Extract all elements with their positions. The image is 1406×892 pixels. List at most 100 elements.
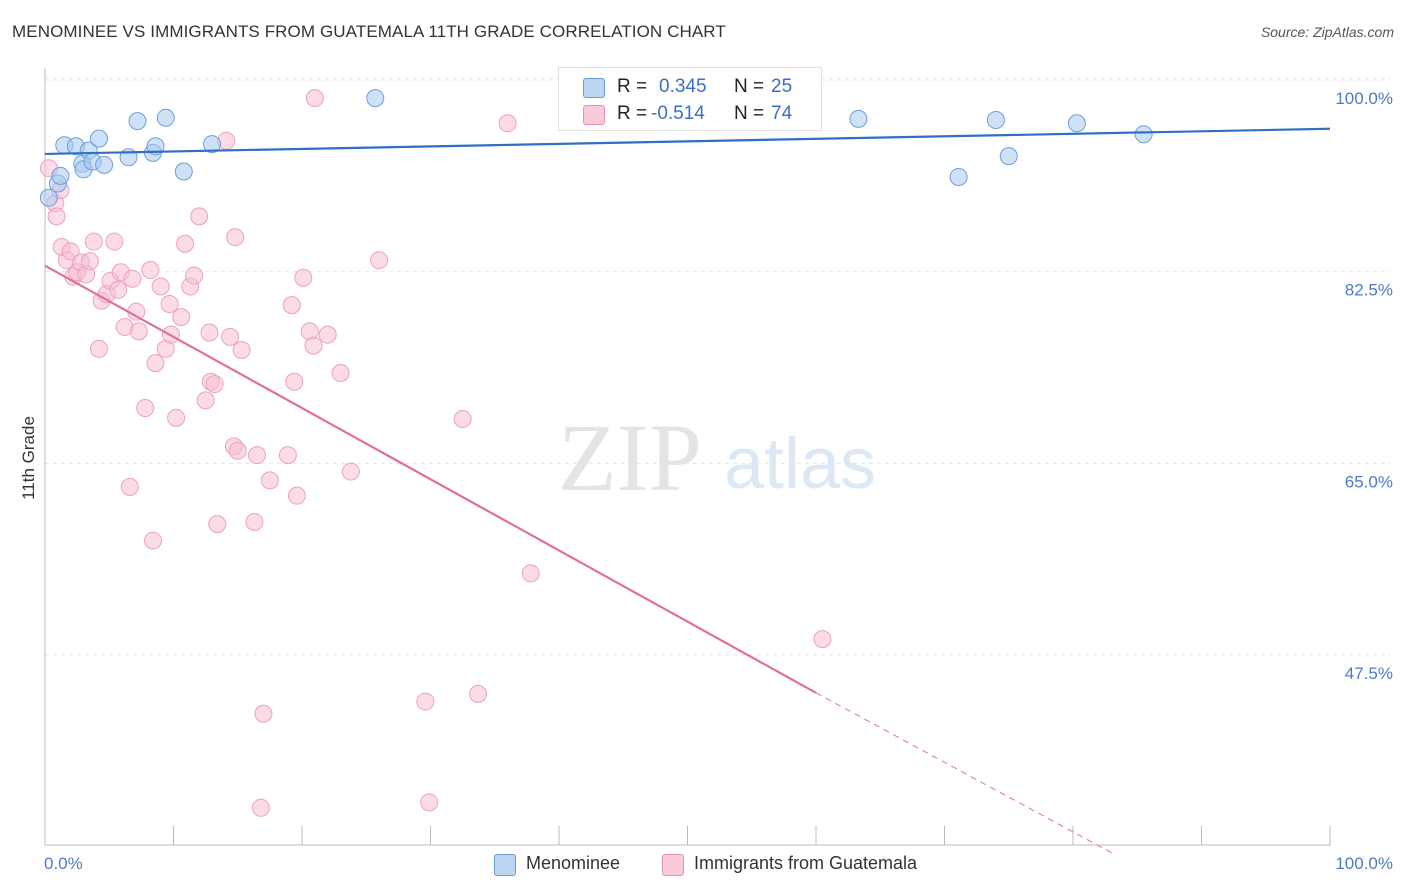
data-point-guatemala bbox=[251, 798, 270, 817]
data-point-guatemala bbox=[47, 207, 66, 226]
data-point-menominee bbox=[1067, 114, 1086, 133]
data-point-guatemala bbox=[200, 323, 219, 342]
data-point-guatemala bbox=[260, 471, 279, 490]
data-point-guatemala bbox=[123, 269, 142, 288]
data-point-guatemala bbox=[254, 704, 273, 723]
x-tick-label: 100.0% bbox=[1335, 854, 1393, 873]
legend-r-value: 0.345 bbox=[659, 76, 707, 97]
y-axis-label: 11th Grade bbox=[19, 416, 38, 500]
legend-r-label: R = bbox=[617, 103, 648, 124]
bottom-legend-label: Menominee bbox=[526, 853, 621, 873]
trend-line-guatemala bbox=[44, 264, 817, 694]
bottom-legend-swatch-blue bbox=[494, 854, 516, 876]
data-point-guatemala bbox=[146, 354, 165, 373]
x-tick-labels: 0.0% 100.0% bbox=[44, 854, 1393, 873]
source-label: Source: ZipAtlas.com bbox=[1260, 24, 1394, 40]
data-point-guatemala bbox=[151, 277, 170, 296]
x-tick-label: 0.0% bbox=[44, 854, 83, 873]
data-point-guatemala bbox=[232, 341, 251, 359]
data-point-guatemala bbox=[420, 793, 439, 812]
data-point-guatemala bbox=[287, 486, 306, 505]
legend-n-label: N = bbox=[734, 76, 765, 97]
bottom-legend-swatch-pink bbox=[662, 854, 684, 876]
data-point-guatemala bbox=[498, 114, 517, 133]
data-point-guatemala bbox=[453, 410, 472, 428]
data-point-menominee bbox=[156, 108, 175, 127]
data-point-guatemala bbox=[285, 372, 304, 391]
data-point-guatemala bbox=[208, 515, 227, 534]
legend-row-menominee: R = 0.345 N = 25 bbox=[559, 74, 821, 100]
legend-n-value: 74 bbox=[771, 103, 793, 124]
data-point-guatemala bbox=[196, 391, 215, 410]
data-point-menominee bbox=[89, 129, 108, 148]
data-point-menominee bbox=[51, 166, 70, 185]
watermark-atlas: atlas bbox=[724, 424, 876, 504]
data-point-guatemala bbox=[294, 268, 313, 287]
data-point-guatemala bbox=[143, 531, 162, 550]
trend-line-guatemala-extension bbox=[815, 692, 1112, 854]
y-tick-label: 82.5% bbox=[1345, 281, 1393, 300]
data-point-guatemala bbox=[370, 251, 389, 270]
data-point-guatemala bbox=[304, 336, 323, 355]
data-point-guatemala bbox=[469, 684, 488, 703]
legend-n-label: N = bbox=[734, 103, 765, 124]
data-point-guatemala bbox=[318, 325, 337, 344]
y-tick-label: 47.5% bbox=[1345, 664, 1393, 683]
bottom-legend-label: Immigrants from Guatemala bbox=[694, 853, 918, 873]
y-tick-label: 100.0% bbox=[1335, 89, 1393, 108]
data-point-guatemala bbox=[341, 462, 360, 481]
data-point-menominee bbox=[146, 137, 165, 156]
data-point-guatemala bbox=[221, 327, 240, 346]
data-point-guatemala bbox=[278, 446, 297, 465]
y-tick-label: 65.0% bbox=[1345, 472, 1393, 491]
data-point-guatemala bbox=[136, 399, 155, 418]
data-point-guatemala bbox=[331, 364, 350, 382]
data-point-guatemala bbox=[813, 630, 832, 649]
data-point-guatemala bbox=[141, 261, 160, 280]
data-point-menominee bbox=[366, 89, 385, 108]
data-point-guatemala bbox=[89, 339, 108, 358]
data-point-menominee bbox=[174, 162, 193, 181]
stats-legend: R = 0.345 N = 25 R = -0.514 N = 74 bbox=[558, 67, 822, 131]
data-point-guatemala bbox=[105, 232, 124, 251]
legend-r-value: -0.514 bbox=[651, 103, 705, 124]
trend-line-menominee bbox=[44, 127, 1331, 156]
data-point-guatemala bbox=[109, 280, 128, 299]
data-point-guatemala bbox=[84, 232, 103, 251]
legend-row-guatemala: R = -0.514 N = 74 bbox=[559, 101, 821, 127]
data-point-guatemala bbox=[176, 234, 195, 253]
data-point-guatemala bbox=[190, 207, 209, 226]
data-point-guatemala bbox=[228, 441, 247, 460]
legend-r-label: R = bbox=[617, 76, 648, 97]
legend-swatch-blue bbox=[583, 78, 605, 98]
data-point-menominee bbox=[39, 188, 58, 207]
data-point-guatemala bbox=[172, 308, 191, 327]
data-point-guatemala bbox=[226, 228, 245, 247]
data-point-guatemala bbox=[120, 477, 139, 496]
data-point-guatemala bbox=[305, 89, 324, 108]
data-point-guatemala bbox=[248, 446, 267, 465]
chart-title: MENOMINEE VS IMMIGRANTS FROM GUATEMALA 1… bbox=[12, 22, 726, 41]
series-guatemala-points bbox=[39, 89, 832, 817]
legend-swatch-pink bbox=[583, 105, 605, 125]
data-point-guatemala bbox=[245, 512, 264, 531]
legend-n-value: 25 bbox=[771, 76, 793, 97]
grid-lines bbox=[45, 77, 1390, 656]
data-point-menominee bbox=[986, 111, 1005, 129]
data-point-guatemala bbox=[185, 266, 204, 285]
data-point-menominee bbox=[128, 112, 147, 131]
data-point-menominee bbox=[849, 109, 868, 128]
data-point-guatemala bbox=[521, 564, 540, 583]
data-point-guatemala bbox=[205, 374, 224, 393]
data-point-menominee bbox=[949, 167, 968, 186]
data-point-guatemala bbox=[80, 252, 99, 271]
data-point-menominee bbox=[203, 135, 222, 154]
data-point-menominee bbox=[95, 155, 114, 174]
data-point-guatemala bbox=[129, 322, 148, 341]
series-menominee-points bbox=[39, 89, 1153, 207]
data-point-guatemala bbox=[167, 408, 186, 427]
data-point-menominee bbox=[999, 147, 1018, 166]
data-point-guatemala bbox=[282, 296, 301, 315]
y-tick-labels: 100.0% 82.5% 65.0% 47.5% bbox=[1335, 89, 1393, 683]
